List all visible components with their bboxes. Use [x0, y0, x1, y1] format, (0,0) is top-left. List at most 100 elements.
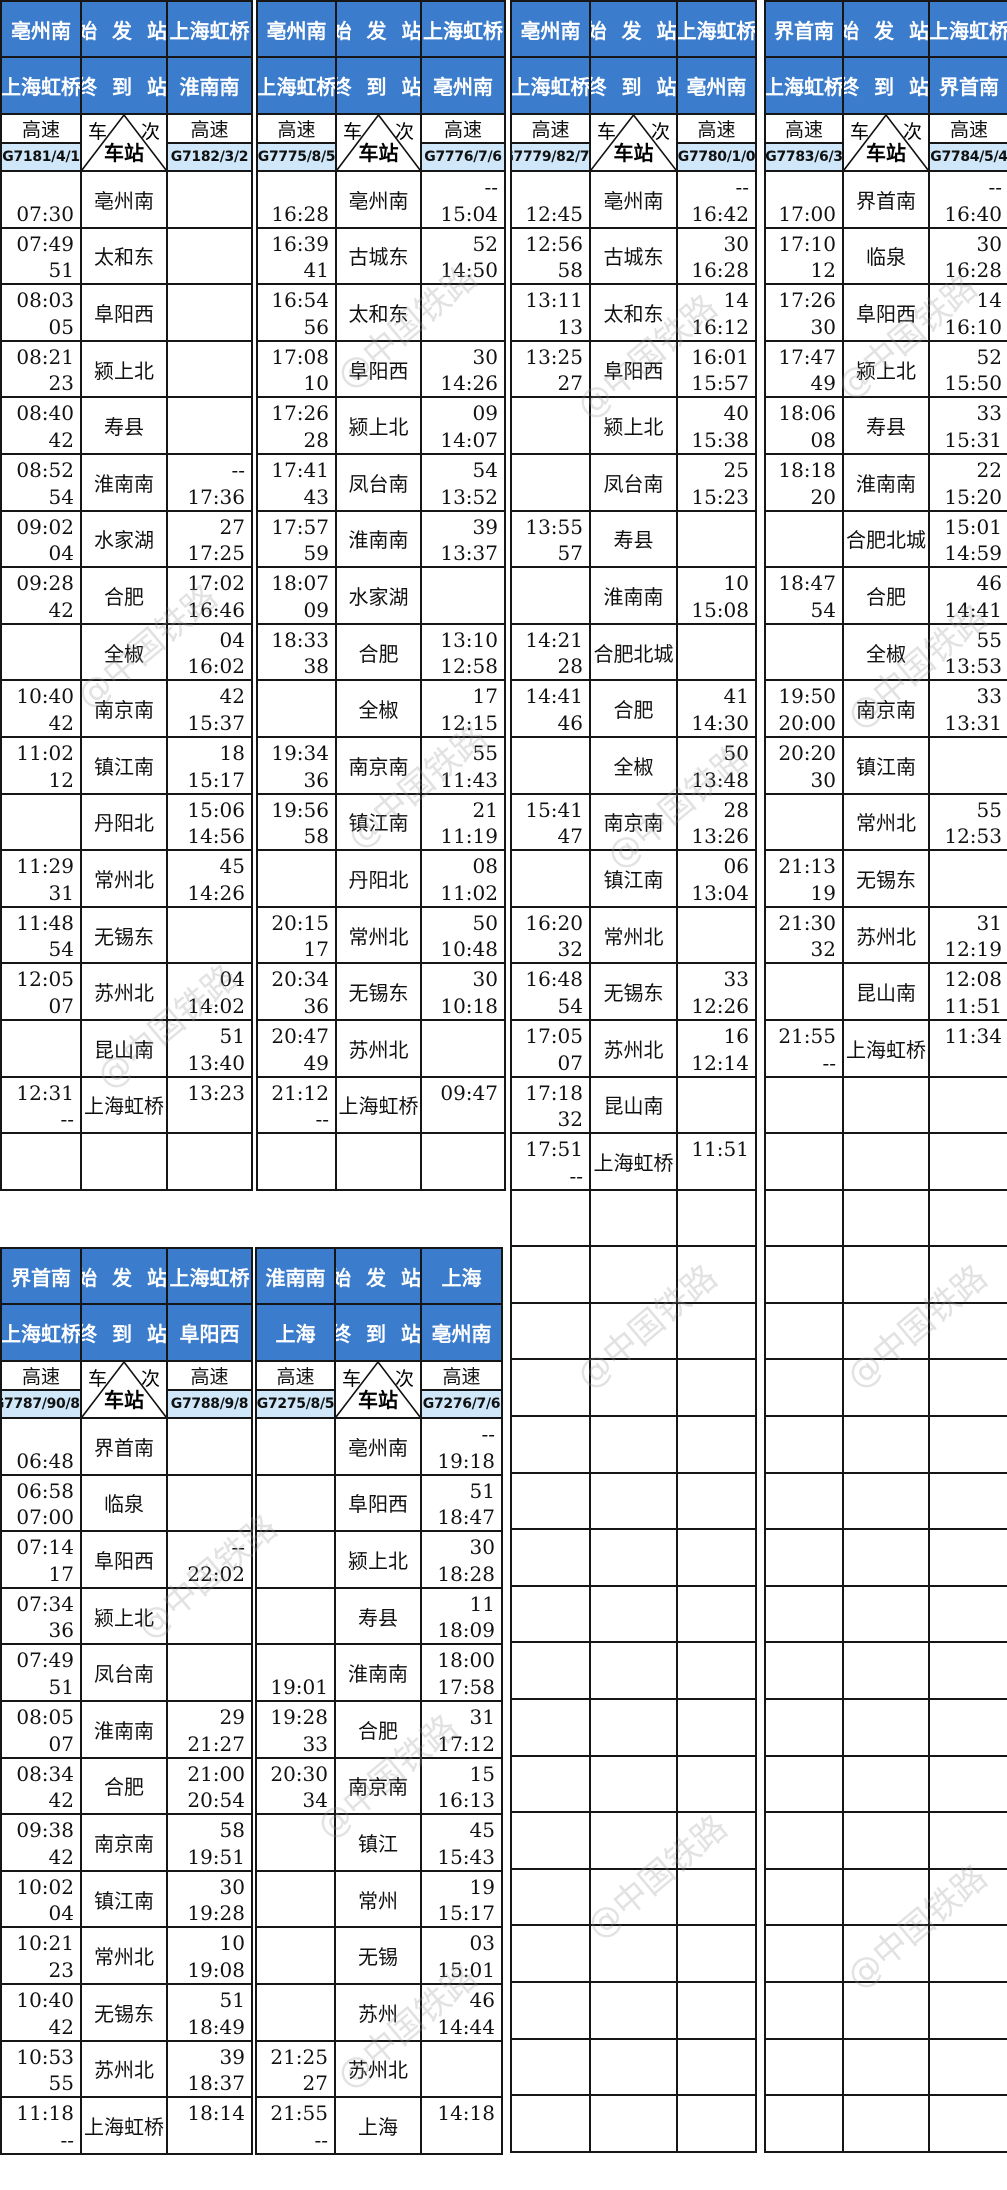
destination-right: 亳州南 [678, 58, 755, 113]
station-name: 亳州南 [591, 172, 676, 227]
return-time-cell: 18:14 [168, 2098, 251, 2153]
departure-time: 31 [48, 880, 74, 905]
return-time-cell: 33 13:31 [930, 681, 1007, 736]
arrival-time: 17:10 [778, 231, 836, 256]
departure-time-cell [512, 1417, 589, 1472]
arrival-time: 16:28 [691, 258, 749, 283]
departure-time: 12:45 [525, 201, 583, 226]
station-name: 寿县 [844, 398, 928, 453]
number-label: 次 [394, 1368, 414, 1390]
departure-time-cell: 07:49 51 [2, 1645, 80, 1700]
departure-time-cell: 11:02 12 [2, 737, 80, 793]
return-time-cell: 14 16:10 [930, 285, 1007, 340]
departure-time-cell [512, 1983, 589, 2038]
station-name: 镇江南 [82, 737, 166, 793]
arrival-time: 11:19 [440, 824, 498, 849]
departure-time: 05 [48, 314, 74, 339]
station-name: 上海 [336, 2098, 420, 2153]
departure-time-cell: 12:45 [512, 172, 589, 227]
arrival-time: 20:15 [271, 910, 329, 935]
return-time-cell: 50 13:48 [678, 737, 755, 793]
return-time-cell [678, 1586, 755, 1642]
departure-time: 19 [810, 880, 836, 905]
departure-time: 30 [810, 767, 836, 792]
return-time-cell [168, 341, 251, 397]
departure-time: 28 [723, 797, 749, 822]
departure-time: 28 [557, 654, 583, 679]
return-time-cell [930, 1473, 1007, 1529]
return-time-cell: 30 10:18 [422, 964, 504, 1019]
departure-time-cell [766, 1190, 842, 1246]
station-name: 亳州南 [337, 172, 420, 227]
departure-time-cell: 21:55 -- [766, 1020, 842, 1076]
departure-time-cell: 12:31 -- [2, 1077, 80, 1133]
station-name: 全椒 [844, 624, 928, 680]
arrival-time: 16:39 [271, 231, 329, 256]
departure-time: 20:00 [778, 710, 836, 735]
station-name: 苏州北 [82, 964, 166, 1019]
arrival-time: 14:07 [440, 427, 498, 452]
arrival-time: 08:03 [16, 288, 74, 313]
departure-time-cell: 11:48 54 [2, 907, 80, 963]
departure-time: 30 [472, 344, 498, 369]
return-time-cell: -- 15:04 [422, 172, 504, 227]
arrival-time: 17:26 [778, 288, 836, 313]
station-name: 无锡东 [844, 851, 928, 906]
station-name [591, 2096, 676, 2151]
return-time-cell [168, 285, 251, 340]
station-name: 太和东 [82, 228, 166, 284]
train-type-left: 高速 [2, 1362, 80, 1389]
return-time-cell: 17 12:15 [422, 681, 504, 736]
train-station-diagonal-header: 车 次车站 [336, 1362, 420, 1417]
arrival-time: 07:14 [16, 1535, 74, 1560]
departure-time-cell [766, 511, 842, 567]
arrival-time: 10:40 [16, 1987, 74, 2012]
departure-time: 30 [469, 1535, 495, 1560]
timetable: 亳州南始 发 站上海虹桥 上海虹桥终 到 站亳州南 高速车次车站 高速 G7775/8/… [256, 0, 506, 1191]
arrival-time: 08:52 [16, 457, 74, 482]
arrival-time: 15:43 [437, 1844, 495, 1869]
departure-time-cell: 19:28 33 [257, 1701, 334, 1757]
departure-time: 23 [48, 1957, 74, 1982]
return-time-cell: -- 17:36 [168, 454, 251, 510]
departure-time-cell [766, 2039, 842, 2095]
return-time-cell: 14:18 [422, 2098, 501, 2153]
departure-time-cell [766, 1303, 842, 1359]
station-name [591, 1303, 676, 1359]
station-name: 无锡 [336, 1928, 420, 1983]
station-name: 苏州北 [591, 1020, 676, 1076]
departure-time-cell [512, 1813, 589, 1868]
arrival-time: 16:48 [525, 967, 583, 992]
departure-time: 17 [303, 937, 329, 962]
departure-time: 12 [810, 258, 836, 283]
departure-time-cell: 06:58 07:00 [2, 1475, 80, 1531]
return-time-cell: 42 15:37 [168, 681, 251, 736]
return-time-cell [930, 1926, 1007, 1981]
start-station-label: 始 发 站 [336, 1249, 420, 1303]
return-time-cell [422, 2041, 501, 2097]
return-time-cell: 13:10 12:58 [422, 624, 504, 680]
departure-time: 09:47 [440, 1080, 498, 1105]
departure-time-cell [2, 1020, 80, 1076]
origin-left: 亳州南 [2, 2, 80, 56]
train-number-right: G7182/3/2 [168, 144, 251, 170]
departure-time: 43 [303, 484, 329, 509]
train-number-right: G7776/7/6 [422, 144, 504, 170]
arrival-time: 17:41 [271, 457, 329, 482]
return-time-cell [678, 1643, 755, 1699]
departure-time-cell [257, 1532, 334, 1587]
departure-time: 30 [723, 231, 749, 256]
departure-time-cell: 17:05 07 [512, 1020, 589, 1076]
station-name [844, 1756, 928, 1812]
return-time-cell: 28 13:26 [678, 794, 755, 850]
arrival-time: 17:08 [271, 344, 329, 369]
return-time-cell: 27 17:25 [168, 511, 251, 567]
arrival-time: 19:56 [271, 797, 329, 822]
departure-time-cell: 20:20 30 [766, 737, 842, 793]
departure-time-cell: 13:25 27 [512, 341, 589, 397]
arrival-time: 13:52 [440, 484, 498, 509]
departure-time: 32 [557, 937, 583, 962]
train-label: 车 [850, 121, 870, 143]
arrival-time: 14:56 [187, 824, 245, 849]
arrival-time: 18:47 [437, 1505, 495, 1530]
